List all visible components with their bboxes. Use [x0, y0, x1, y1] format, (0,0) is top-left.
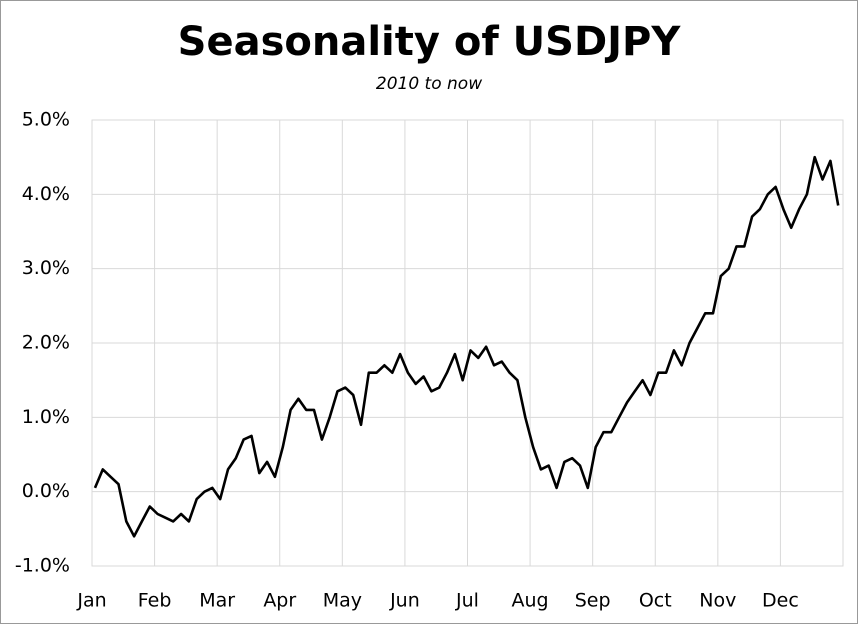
x-tick-label: Sep — [575, 590, 611, 612]
x-tick-label: Jun — [389, 590, 420, 612]
x-tick-label: May — [323, 590, 362, 612]
y-tick-label: 0.0% — [22, 480, 70, 502]
y-tick-label: 3.0% — [22, 257, 70, 279]
y-tick-label: 5.0% — [22, 109, 70, 131]
y-tick-label: 2.0% — [22, 332, 70, 354]
x-tick-label: Aug — [512, 590, 549, 612]
x-tick-label: Dec — [762, 590, 799, 612]
x-tick-label: Apr — [263, 590, 296, 612]
x-tick-label: Oct — [639, 590, 672, 612]
x-tick-label: Nov — [699, 590, 736, 612]
chart-subtitle: 2010 to now — [376, 74, 482, 94]
x-tick-label: Mar — [199, 590, 235, 612]
x-tick-label: Jan — [76, 590, 106, 612]
x-tick-label: Feb — [138, 590, 172, 612]
chart-title: Seasonality of USDJPY — [178, 19, 682, 65]
x-tick-label: Jul — [455, 590, 479, 612]
y-tick-label: 4.0% — [22, 183, 70, 205]
data-line — [93, 155, 840, 538]
y-tick-label: 1.0% — [22, 406, 70, 428]
y-tick-label: -1.0% — [15, 555, 70, 577]
